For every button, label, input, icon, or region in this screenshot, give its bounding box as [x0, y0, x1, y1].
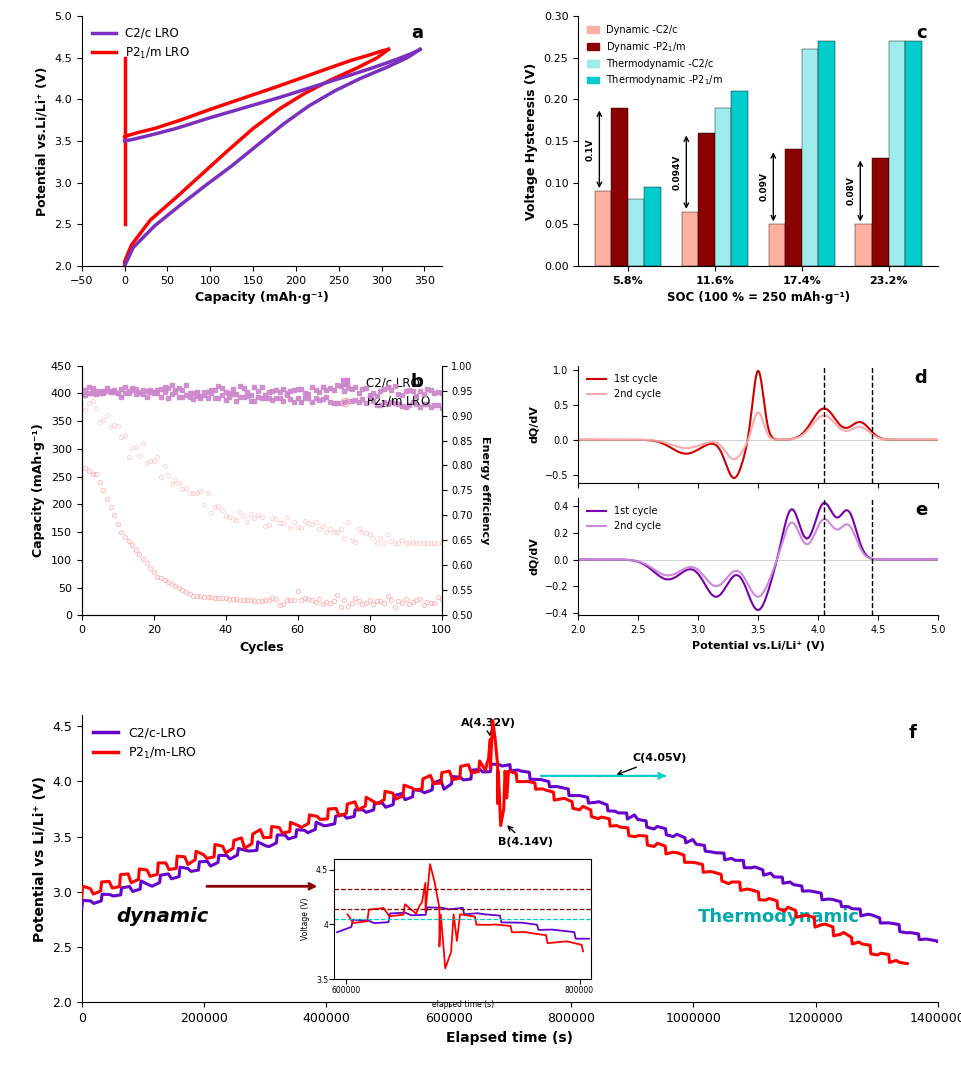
Bar [610, 107, 627, 266]
Text: 0.09V: 0.09V [759, 173, 768, 202]
Bar [768, 224, 784, 266]
Y-axis label: Potential vs Li/Li⁺ (V): Potential vs Li/Li⁺ (V) [33, 776, 46, 941]
Text: e: e [914, 501, 926, 519]
Text: c: c [916, 24, 926, 42]
Legend: 1st cycle, 2nd cycle: 1st cycle, 2nd cycle [582, 503, 664, 535]
Text: 0.08V: 0.08V [846, 177, 855, 206]
Text: C(4.05V): C(4.05V) [617, 754, 686, 775]
Legend: Dynamic -C2/c, Dynamic -P2$_1$/m, Thermodynamic -C2/c, Thermodynamic -P2$_1$/m: Dynamic -C2/c, Dynamic -P2$_1$/m, Thermo… [582, 21, 727, 91]
Text: Thermodynamic: Thermodynamic [698, 908, 859, 926]
Text: a: a [411, 24, 423, 42]
Bar [714, 107, 730, 266]
Y-axis label: dQ/dV: dQ/dV [529, 537, 539, 576]
Bar [784, 149, 801, 266]
Y-axis label: dQ/dV: dQ/dV [529, 405, 539, 444]
Text: 0.094V: 0.094V [673, 154, 681, 190]
Y-axis label: Voltage Hysteresis (V): Voltage Hysteresis (V) [525, 62, 537, 220]
Y-axis label: Energy efficiency: Energy efficiency [479, 436, 489, 545]
Bar [730, 91, 747, 266]
Text: A(4.32V): A(4.32V) [460, 718, 515, 735]
Text: d: d [914, 369, 926, 387]
X-axis label: Cycles: Cycles [239, 641, 283, 654]
X-axis label: SOC (100 % = 250 mAh·g⁻¹): SOC (100 % = 250 mAh·g⁻¹) [666, 292, 849, 304]
Bar [888, 41, 904, 266]
Bar [627, 199, 644, 266]
Bar [904, 41, 921, 266]
X-axis label: Potential vs.Li/Li⁺ (V): Potential vs.Li/Li⁺ (V) [691, 641, 824, 651]
Text: b: b [410, 373, 423, 391]
Bar [871, 158, 888, 266]
Bar [817, 41, 834, 266]
Bar [854, 224, 871, 266]
Legend: C2/c-LRO, P2$_1$/m-LRO: C2/c-LRO, P2$_1$/m-LRO [87, 721, 202, 765]
X-axis label: Capacity (mAh·g⁻¹): Capacity (mAh·g⁻¹) [194, 292, 329, 304]
Bar [680, 212, 698, 266]
Legend: C2/c LRO, P2$_1$/m LRO: C2/c LRO, P2$_1$/m LRO [328, 372, 435, 415]
Text: dynamic: dynamic [116, 907, 208, 926]
Text: 0.1V: 0.1V [585, 138, 595, 161]
Bar [594, 191, 610, 266]
Y-axis label: Capacity (mAh·g⁻¹): Capacity (mAh·g⁻¹) [33, 423, 45, 557]
Bar [801, 49, 817, 266]
Bar [698, 133, 714, 266]
Bar [644, 187, 660, 266]
Text: f: f [908, 724, 916, 742]
X-axis label: Elapsed time (s): Elapsed time (s) [446, 1030, 573, 1044]
Text: B(4.14V): B(4.14V) [497, 827, 552, 848]
Legend: 1st cycle, 2nd cycle: 1st cycle, 2nd cycle [582, 371, 664, 403]
Legend: C2/c LRO, P2$_1$/m LRO: C2/c LRO, P2$_1$/m LRO [87, 23, 195, 65]
Y-axis label: Potential vs.Li/Li⁺ (V): Potential vs.Li/Li⁺ (V) [36, 66, 49, 215]
